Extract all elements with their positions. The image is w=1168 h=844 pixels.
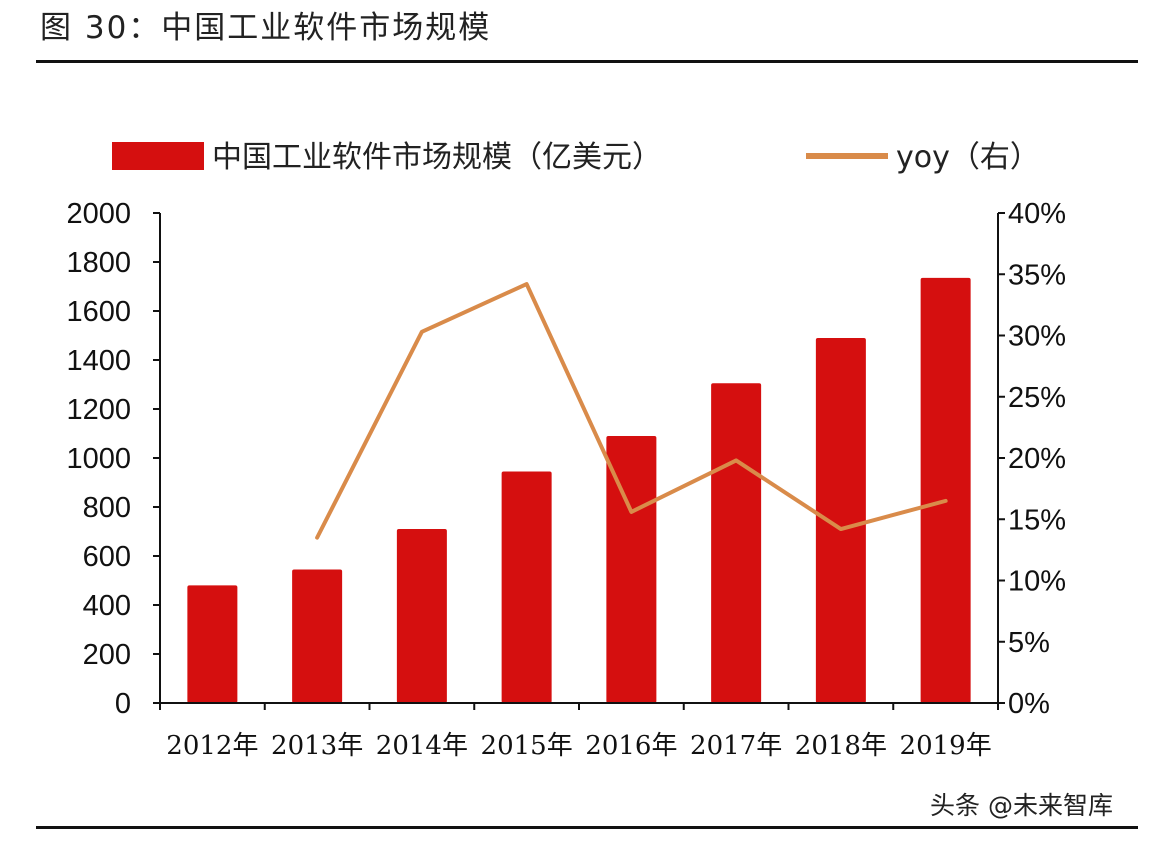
y-right-tick-label: 15%	[1008, 504, 1066, 536]
y-left-tick-label: 2000	[66, 198, 131, 230]
x-tick-label: 2019年	[900, 731, 992, 761]
y-right-tick-label: 5%	[1008, 627, 1050, 659]
x-tick-label: 2012年	[166, 731, 258, 761]
yoy-point	[734, 458, 738, 462]
bar	[501, 471, 552, 703]
y-left-tick-label: 1200	[66, 394, 131, 426]
yoy-point	[420, 330, 424, 334]
y-left-tick-label: 0	[115, 688, 131, 720]
legend: 中国工业软件市场规模（亿美元） yoy（右）	[112, 140, 1040, 175]
x-tick-label: 2016年	[585, 731, 677, 761]
y-right-tick-label: 35%	[1008, 259, 1066, 291]
bar	[920, 277, 971, 703]
x-tick-label: 2017年	[690, 731, 782, 761]
bottom-rule	[36, 826, 1138, 829]
y-left-tick-label: 800	[83, 492, 131, 524]
y-left-tick-label: 600	[83, 541, 131, 573]
legend-label-bar: 中国工业软件市场规模（亿美元）	[212, 140, 662, 175]
yoy-point	[839, 527, 843, 531]
y-left-tick-label: 200	[83, 639, 131, 671]
y-left-tick-label: 1800	[66, 247, 131, 279]
bar	[711, 383, 762, 703]
y-left-tick-label: 1000	[66, 443, 131, 475]
yoy-point	[525, 282, 529, 286]
top-rule	[36, 60, 1138, 63]
bar	[187, 585, 238, 703]
y-right-tick-label: 25%	[1008, 382, 1066, 414]
figure-title: 图 30：中国工业软件市场规模	[40, 10, 492, 46]
y-left-tick-label: 1400	[66, 345, 131, 377]
y-right-tick-label: 40%	[1008, 198, 1066, 230]
watermark: 头条 @未来智库	[930, 791, 1113, 820]
y-right-tick-label: 20%	[1008, 443, 1066, 475]
y-left-tick-label: 1600	[66, 296, 131, 328]
x-tick-label: 2015年	[481, 731, 573, 761]
bar	[606, 435, 657, 703]
bar	[292, 569, 343, 703]
axes	[153, 212, 1005, 710]
x-tick-label: 2014年	[376, 731, 468, 761]
bar	[815, 337, 866, 703]
yoy-point	[944, 499, 948, 503]
x-tick-label: 2013年	[271, 731, 363, 761]
y-right-tick-label: 0%	[1008, 688, 1050, 720]
yoy-series	[315, 282, 948, 540]
y-right-tick-label: 10%	[1008, 566, 1066, 598]
tick-labels: 0 200 400 600 800 1000 1200 1400 1600 1800 2000 0% 5…	[66, 198, 1066, 761]
legend-swatch-bar	[112, 142, 204, 170]
bar	[396, 529, 447, 703]
yoy-point	[629, 510, 633, 514]
y-left-tick-label: 400	[83, 590, 131, 622]
legend-label-yoy: yoy（右）	[896, 140, 1040, 175]
yoy-point	[315, 536, 319, 540]
y-right-tick-label: 30%	[1008, 321, 1066, 353]
x-tick-label: 2018年	[795, 731, 887, 761]
bar-series	[187, 277, 971, 703]
